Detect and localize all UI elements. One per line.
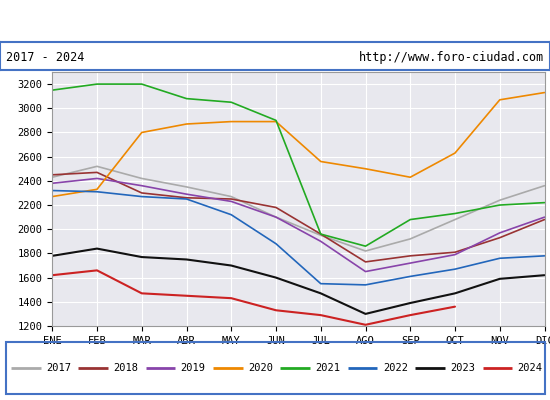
Text: http://www.foro-ciudad.com: http://www.foro-ciudad.com [359, 51, 544, 64]
Text: 2017: 2017 [46, 363, 71, 373]
Text: 2020: 2020 [248, 363, 273, 373]
Text: 2018: 2018 [113, 363, 138, 373]
Text: Evolucion del paro registrado en Nerja: Evolucion del paro registrado en Nerja [85, 12, 465, 30]
Text: 2024: 2024 [518, 363, 542, 373]
Text: 2022: 2022 [383, 363, 408, 373]
Text: 2023: 2023 [450, 363, 475, 373]
Text: 2021: 2021 [315, 363, 340, 373]
Text: 2017 - 2024: 2017 - 2024 [6, 51, 84, 64]
Text: 2019: 2019 [180, 363, 206, 373]
